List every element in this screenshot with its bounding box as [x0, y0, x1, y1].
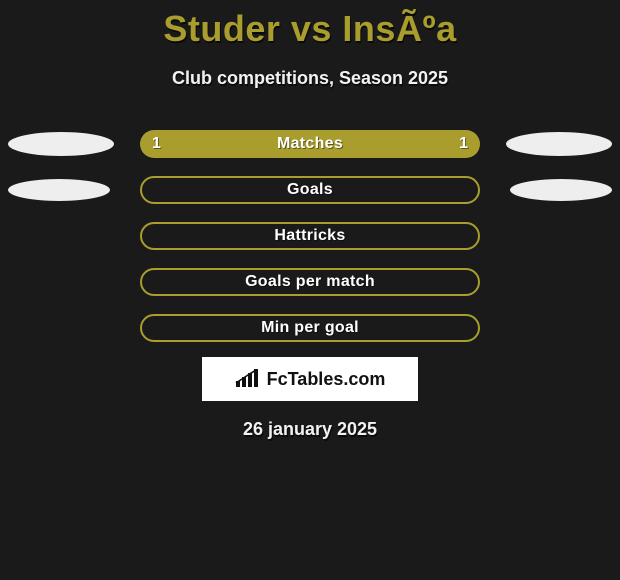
stat-row: Matches 1 1 [0, 121, 620, 167]
stat-label: Goals per match [245, 273, 375, 291]
stat-value-right: 1 [459, 135, 468, 153]
stat-bar: Goals [140, 176, 480, 204]
stat-row: Hattricks [0, 213, 620, 259]
stat-value-left: 1 [152, 135, 161, 153]
comparison-infographic: Studer vs InsÃºa Club competitions, Seas… [0, 0, 620, 580]
date-label: 26 january 2025 [0, 419, 620, 440]
stat-bar: Min per goal [140, 314, 480, 342]
page-title: Studer vs InsÃºa [0, 0, 620, 50]
stat-label: Goals [287, 181, 333, 199]
source-logo-text: FcTables.com [267, 369, 386, 390]
stat-label: Hattricks [274, 227, 345, 245]
stat-bar: Goals per match [140, 268, 480, 296]
player-left-ellipse [8, 179, 110, 201]
player-left-ellipse [8, 132, 114, 156]
source-logo: FcTables.com [202, 357, 418, 401]
stat-row: Goals [0, 167, 620, 213]
stat-rows: Matches 1 1 Goals Hattricks Goals per match Mi… [0, 121, 620, 351]
stat-row: Goals per match [0, 259, 620, 305]
player-right-ellipse [506, 132, 612, 156]
stat-bar: Matches 1 1 [140, 130, 480, 158]
stat-row: Min per goal [0, 305, 620, 351]
stat-label: Min per goal [261, 319, 359, 337]
stat-label: Matches [277, 135, 343, 153]
bars-icon [235, 369, 261, 389]
page-subtitle: Club competitions, Season 2025 [0, 68, 620, 89]
player-right-ellipse [510, 179, 612, 201]
stat-bar: Hattricks [140, 222, 480, 250]
